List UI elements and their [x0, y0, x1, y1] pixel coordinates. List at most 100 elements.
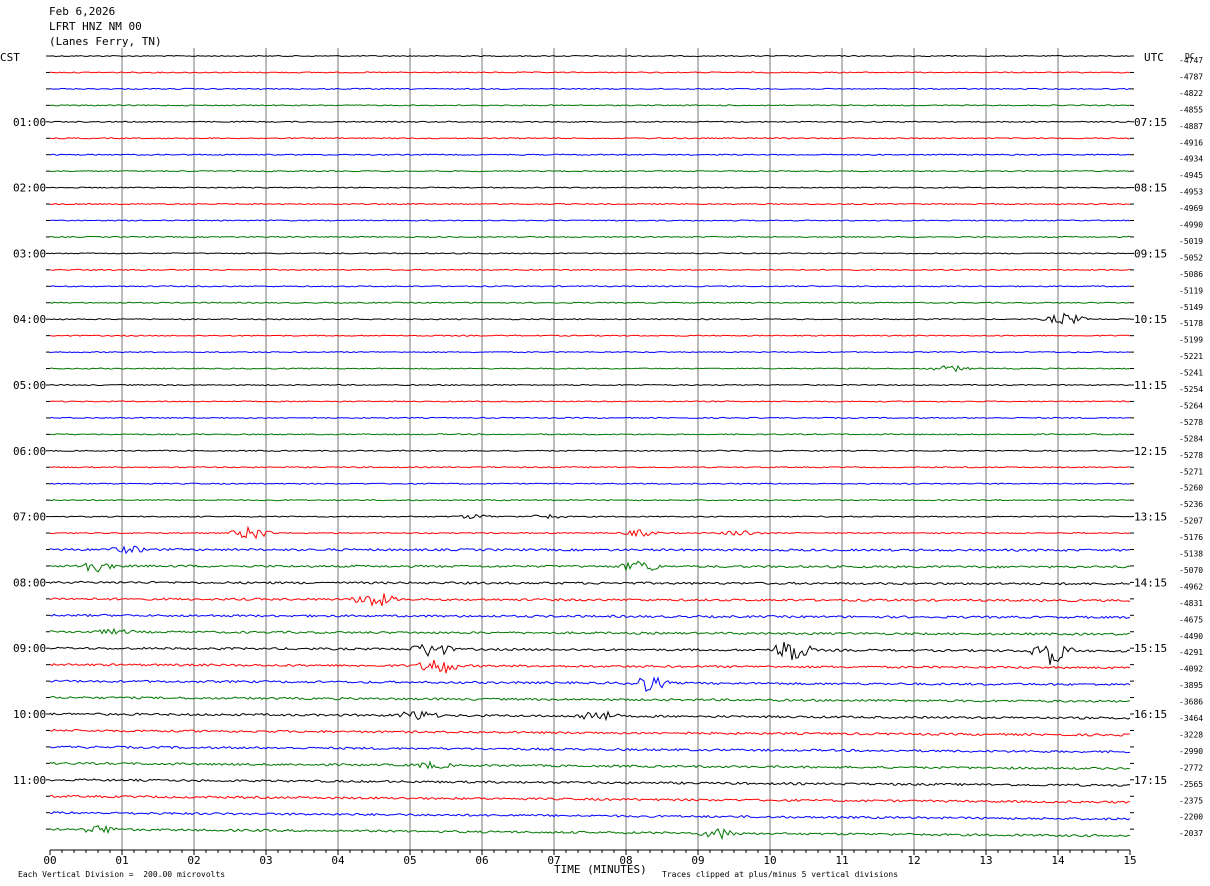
trace-line [49, 728, 1131, 737]
trace-line [49, 499, 1130, 502]
trace-line [49, 186, 1131, 189]
dc-offset-label: -5236 [1179, 500, 1203, 509]
trace-line [49, 400, 1131, 403]
dc-offset-label: -5260 [1179, 484, 1203, 493]
dc-offset-label: -4953 [1179, 188, 1203, 197]
trace-line [49, 745, 1131, 754]
dc-offset-label: -5149 [1179, 303, 1203, 312]
right-hour-label: 07:15 [1134, 116, 1167, 129]
dc-offset-label: -5019 [1179, 237, 1203, 246]
dc-offset-label: -4945 [1179, 171, 1203, 180]
clip-note: Traces clipped at plus/minus 5 vertical … [662, 870, 899, 879]
right-hour-label: 15:15 [1134, 642, 1167, 655]
right-hour-label: 17:15 [1134, 774, 1167, 787]
dc-offset-label: -5052 [1179, 253, 1203, 262]
dc-offset-label: -4916 [1179, 138, 1203, 147]
trace-line [49, 268, 1131, 271]
dc-offset-label: -4092 [1179, 665, 1203, 674]
trace-line [49, 153, 1131, 156]
x-tick-label: 03 [259, 854, 272, 867]
trace-line [50, 137, 1130, 140]
trace-line [49, 285, 1131, 288]
dc-offset-label: -4990 [1179, 221, 1203, 230]
x-tick-label: 04 [331, 854, 345, 867]
dc-offset-label: -3464 [1179, 714, 1203, 723]
x-tick-label: 14 [1051, 854, 1065, 867]
trace-line [49, 87, 1131, 90]
trace-line [49, 219, 1131, 222]
trace-line [49, 613, 1131, 620]
dc-offset-label: -5221 [1179, 352, 1203, 361]
dc-offset-label: -5176 [1179, 533, 1203, 542]
trace-line [49, 433, 1131, 436]
dc-offset-label: -2565 [1179, 780, 1203, 789]
dc-offset-label: -2772 [1179, 763, 1203, 772]
left-timezone-label: CST [0, 51, 20, 64]
dc-offset-label: -5070 [1179, 566, 1203, 575]
dc-offset-label: -5278 [1179, 418, 1203, 427]
left-hour-label: 03:00 [13, 247, 46, 260]
dc-offset-label: -4787 [1179, 72, 1203, 81]
trace-line [49, 525, 1131, 540]
trace-line [49, 449, 1131, 452]
dc-offset-label: -4855 [1179, 105, 1203, 114]
trace-line [49, 580, 1131, 586]
dc-offset-label: -5254 [1179, 385, 1203, 394]
trace-line [49, 710, 1131, 722]
trace-line [49, 235, 1131, 239]
station-code: LFRT HNZ NM 00 [49, 20, 142, 33]
x-tick-label: 10 [763, 854, 776, 867]
dc-offset-label: -5278 [1179, 451, 1203, 460]
dc-offset-label: -4675 [1179, 615, 1203, 624]
dc-offset-label: -3686 [1179, 698, 1203, 707]
dc-offset-label: -5284 [1179, 434, 1203, 443]
dc-offset-label: -4962 [1179, 582, 1203, 591]
dc-offset-label: -5086 [1179, 270, 1203, 279]
trace-line [49, 641, 1131, 665]
dc-offset-label: -2200 [1179, 813, 1203, 822]
trace-line [49, 593, 1131, 608]
right-hour-label: 16:15 [1134, 708, 1167, 721]
dc-offset-label: -5264 [1179, 401, 1203, 410]
trace-line [49, 252, 1131, 255]
left-hour-label: 05:00 [13, 379, 46, 392]
trace-line [49, 560, 1131, 573]
right-hour-label: 13:15 [1134, 511, 1167, 524]
x-tick-label: 08 [619, 854, 632, 867]
left-hour-label: 01:00 [13, 116, 46, 129]
right-hour-label: 14:15 [1134, 576, 1167, 589]
right-hour-label: 09:15 [1134, 247, 1167, 260]
x-tick-label: 15 [1123, 854, 1136, 867]
dc-offset-label: -3895 [1179, 681, 1203, 690]
trace-line [49, 54, 1131, 58]
dc-offset-label: -4831 [1179, 599, 1203, 608]
trace-line [49, 351, 1131, 354]
scale-note: Each Vertical Division = 200.00 microvol… [18, 870, 226, 879]
dc-offset-label: -5199 [1179, 336, 1203, 345]
right-hour-label: 11:15 [1134, 379, 1167, 392]
trace-line [49, 545, 1131, 555]
trace-line [49, 794, 1130, 804]
trace-line [49, 482, 1131, 485]
dc-offset-label: -5271 [1179, 467, 1203, 476]
left-hour-label: 11:00 [13, 774, 46, 787]
dc-offset-label: -2990 [1179, 747, 1203, 756]
trace-line [49, 416, 1131, 419]
x-axis-title: TIME (MINUTES) [554, 863, 647, 876]
left-hour-label: 02:00 [13, 182, 46, 195]
trace-line [49, 824, 1131, 841]
left-hour-label: 07:00 [13, 511, 46, 524]
dc-offset-label: -5138 [1179, 550, 1203, 559]
trace-line [49, 170, 1131, 173]
x-tick-label: 11 [835, 854, 848, 867]
dc-offset-label: -5207 [1179, 517, 1203, 526]
dc-offset-label: -5241 [1179, 369, 1203, 378]
x-tick-label: 05 [403, 854, 416, 867]
right-hour-label: 08:15 [1134, 182, 1167, 195]
trace-line [49, 120, 1131, 123]
dc-offset-label: -4291 [1179, 648, 1203, 657]
right-hour-label: 10:15 [1134, 313, 1167, 326]
dc-offset-label: -5178 [1179, 319, 1203, 328]
trace-line [49, 778, 1131, 787]
